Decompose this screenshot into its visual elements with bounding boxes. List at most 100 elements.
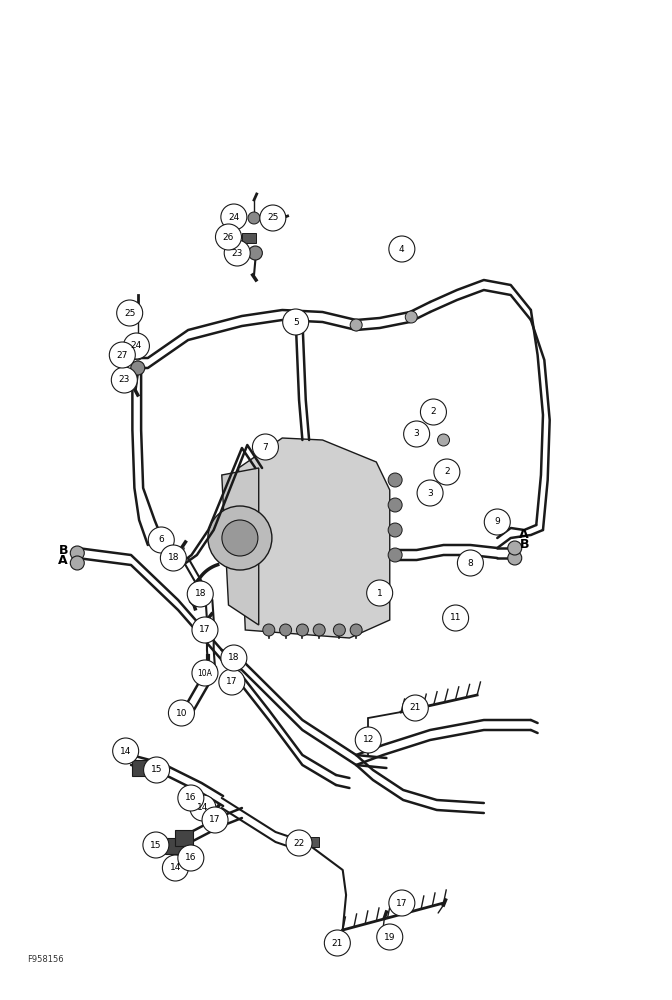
Text: 14: 14: [170, 863, 181, 872]
Text: 5: 5: [293, 318, 298, 327]
Circle shape: [296, 624, 308, 636]
Circle shape: [208, 506, 272, 570]
Text: A: A: [519, 528, 529, 542]
Circle shape: [185, 850, 195, 860]
Text: 15: 15: [151, 766, 163, 774]
Circle shape: [389, 236, 415, 262]
Text: 24: 24: [228, 213, 239, 222]
Circle shape: [222, 520, 258, 556]
Circle shape: [388, 473, 402, 487]
Circle shape: [133, 350, 142, 360]
Text: 3: 3: [427, 488, 433, 497]
Bar: [132, 760, 150, 776]
Circle shape: [110, 342, 135, 368]
Circle shape: [163, 855, 188, 881]
Text: 23: 23: [119, 375, 130, 384]
Circle shape: [253, 434, 278, 460]
Circle shape: [355, 727, 381, 753]
Text: 3: 3: [414, 429, 419, 438]
Text: 22: 22: [294, 838, 304, 847]
Text: 16: 16: [185, 853, 197, 862]
Text: 12: 12: [363, 736, 374, 744]
Polygon shape: [239, 438, 390, 638]
Circle shape: [248, 212, 260, 224]
Circle shape: [377, 924, 403, 950]
Text: 16: 16: [185, 794, 197, 802]
Circle shape: [202, 807, 228, 833]
Circle shape: [219, 669, 245, 695]
Bar: [165, 838, 183, 854]
Text: B: B: [519, 538, 529, 552]
Text: 4: 4: [399, 244, 405, 253]
Circle shape: [388, 548, 402, 562]
Circle shape: [403, 695, 428, 721]
Circle shape: [485, 509, 510, 535]
Circle shape: [443, 605, 468, 631]
Text: 14: 14: [120, 746, 131, 756]
Circle shape: [221, 204, 247, 230]
Circle shape: [187, 581, 213, 607]
Text: 7: 7: [263, 443, 268, 452]
Circle shape: [417, 480, 443, 506]
Text: 23: 23: [232, 248, 243, 257]
Circle shape: [185, 790, 195, 800]
Circle shape: [404, 421, 429, 447]
Circle shape: [367, 580, 392, 606]
Text: 9: 9: [495, 518, 500, 526]
Text: 17: 17: [199, 626, 211, 635]
Bar: [297, 837, 319, 847]
Text: 10A: 10A: [198, 669, 212, 678]
Text: 24: 24: [131, 342, 142, 351]
Circle shape: [178, 845, 204, 871]
Text: 17: 17: [226, 678, 238, 687]
Bar: [175, 830, 194, 846]
Circle shape: [71, 546, 84, 560]
Text: 1: 1: [377, 588, 382, 597]
Circle shape: [167, 547, 183, 563]
Circle shape: [216, 224, 241, 250]
Circle shape: [388, 498, 402, 512]
Circle shape: [178, 785, 204, 811]
Circle shape: [192, 660, 218, 686]
Circle shape: [350, 319, 362, 331]
Circle shape: [333, 624, 345, 636]
Text: 18: 18: [228, 654, 240, 663]
Circle shape: [350, 624, 362, 636]
Text: 11: 11: [450, 613, 462, 622]
Circle shape: [131, 361, 144, 375]
Text: 14: 14: [198, 804, 208, 812]
Circle shape: [144, 757, 169, 783]
Circle shape: [124, 333, 149, 359]
Circle shape: [143, 832, 169, 858]
Text: 17: 17: [396, 899, 408, 908]
Circle shape: [283, 309, 308, 335]
Circle shape: [249, 246, 262, 260]
Text: 2: 2: [431, 407, 436, 416]
Text: B: B: [58, 544, 68, 556]
Text: 21: 21: [410, 704, 421, 712]
Circle shape: [260, 205, 286, 231]
Circle shape: [221, 645, 247, 671]
Circle shape: [149, 527, 174, 553]
Circle shape: [192, 617, 218, 643]
Text: 2: 2: [444, 468, 450, 477]
Circle shape: [263, 624, 275, 636]
Text: 18: 18: [167, 554, 179, 562]
Circle shape: [113, 738, 138, 764]
Circle shape: [286, 830, 312, 856]
Circle shape: [458, 550, 483, 576]
Circle shape: [280, 624, 292, 636]
Text: 25: 25: [124, 308, 135, 318]
Circle shape: [405, 311, 417, 323]
Circle shape: [508, 551, 521, 565]
Circle shape: [508, 541, 521, 555]
Text: 10: 10: [175, 708, 187, 717]
Circle shape: [388, 523, 402, 537]
Text: 17: 17: [209, 815, 221, 824]
Text: 18: 18: [194, 589, 206, 598]
Polygon shape: [222, 468, 259, 625]
Circle shape: [161, 545, 186, 571]
Circle shape: [434, 459, 460, 485]
Text: 25: 25: [267, 214, 278, 223]
Circle shape: [112, 367, 137, 393]
